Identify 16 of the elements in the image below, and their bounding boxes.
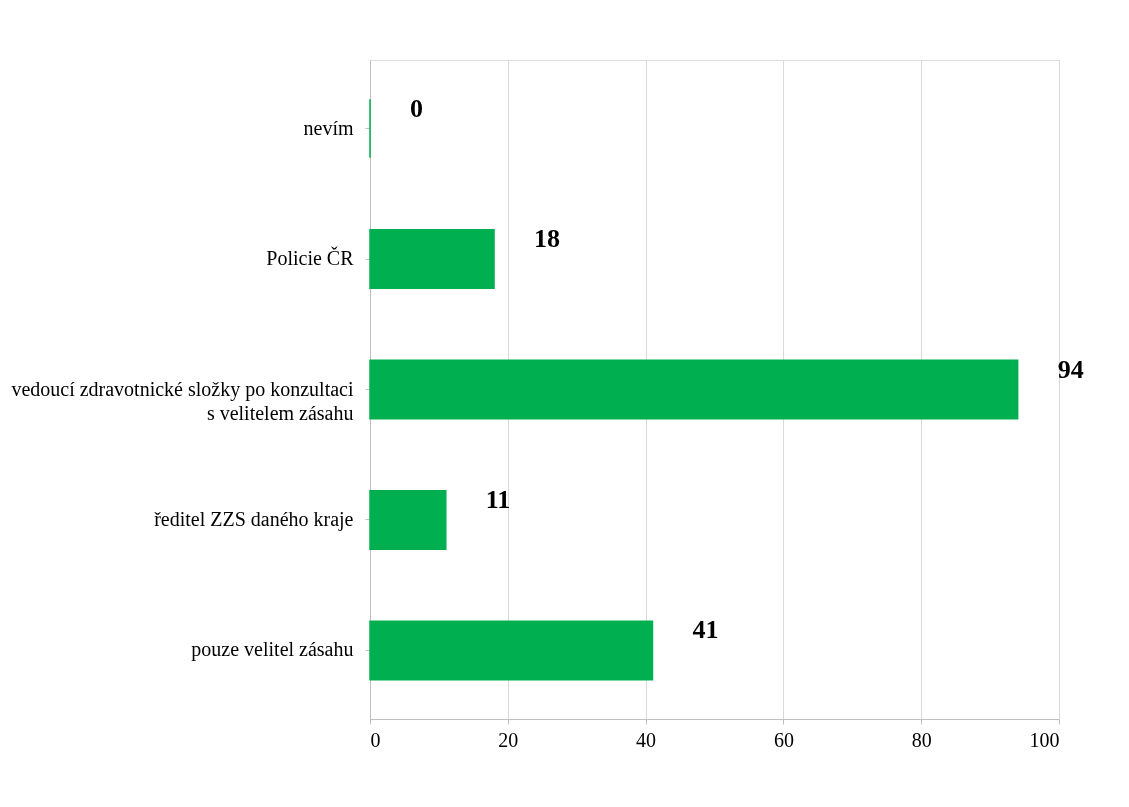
y-tick-label: vedoucí zdravotnické složky po konzultaci s velitelem zásahu bbox=[11, 377, 354, 424]
data-label: 94 bbox=[1057, 354, 1084, 384]
data-label: 11 bbox=[485, 485, 511, 514]
x-tick-label: 60 bbox=[773, 728, 794, 751]
x-tick-label: 0 bbox=[370, 728, 381, 751]
x-tick-label: 20 bbox=[498, 728, 519, 751]
y-tick-label: ředitel ZZS daného kraje bbox=[154, 508, 354, 531]
y-tick-label: pouze velitel zásahu bbox=[191, 638, 354, 662]
x-tick-label: 40 bbox=[636, 728, 657, 751]
data-label: 0 bbox=[410, 93, 423, 123]
data-label: 18 bbox=[534, 224, 561, 253]
y-tick-label: nevím bbox=[303, 116, 354, 139]
data-label: 41 bbox=[692, 615, 719, 645]
x-tick-label: 100 bbox=[1029, 728, 1060, 751]
x-tick-label: 80 bbox=[911, 728, 932, 751]
y-tick-label: Policie ČR bbox=[266, 246, 355, 269]
